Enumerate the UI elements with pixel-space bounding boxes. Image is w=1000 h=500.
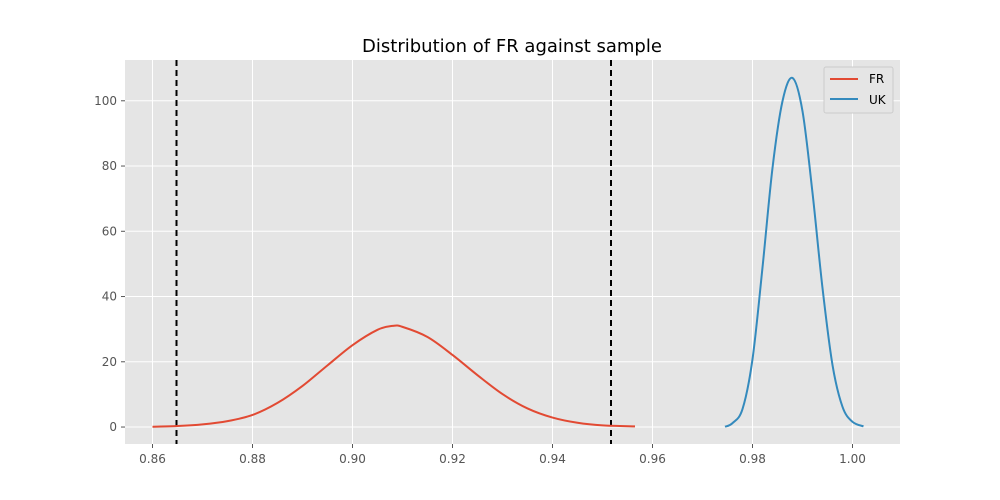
y-tick-label: 60	[102, 224, 117, 238]
x-axis-ticks: 0.86 0.88 0.90 0.92 0.94 0.96 0.98 1.00	[139, 444, 866, 466]
x-tick-label: 0.88	[239, 452, 266, 466]
x-tick-label: 0.98	[739, 452, 766, 466]
plot-area	[125, 60, 900, 444]
y-tick-label: 0	[109, 420, 117, 434]
y-tick-label: 40	[102, 290, 117, 304]
series-line-fr	[152, 324, 636, 428]
series-lines	[152, 76, 864, 428]
y-axis-ticks: 0 20 40 60 80 100	[94, 94, 125, 434]
y-tick-label: 80	[102, 159, 117, 173]
series-line-uk	[724, 76, 864, 428]
x-tick-label: 0.90	[339, 452, 366, 466]
legend: FR UK	[823, 66, 894, 114]
x-tick-label: 1.00	[839, 452, 866, 466]
y-tick-label: 100	[94, 94, 117, 108]
chart-title: Distribution of FR against sample	[362, 36, 662, 57]
x-tick-label: 0.86	[139, 452, 166, 466]
x-tick-label: 0.96	[639, 452, 666, 466]
legend-label-fr: FR	[869, 72, 884, 86]
x-tick-label: 0.94	[539, 452, 566, 466]
grid-lines	[125, 60, 900, 444]
y-tick-label: 20	[102, 355, 117, 369]
legend-label-uk: UK	[869, 93, 887, 107]
reference-lines	[175, 60, 612, 444]
x-tick-label: 0.92	[439, 452, 466, 466]
